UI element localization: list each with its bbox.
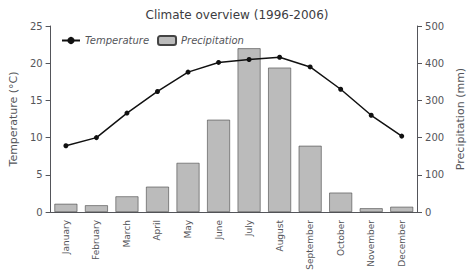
svg-text:March: March xyxy=(122,220,132,247)
svg-text:February: February xyxy=(91,219,101,260)
svg-text:20: 20 xyxy=(30,58,43,69)
svg-text:0: 0 xyxy=(36,207,42,218)
svg-text:400: 400 xyxy=(425,58,444,69)
svg-text:January: January xyxy=(61,219,71,255)
svg-text:200: 200 xyxy=(425,132,444,143)
svg-text:Temperature: Temperature xyxy=(85,35,149,46)
svg-text:15: 15 xyxy=(30,95,43,106)
svg-text:December: December xyxy=(397,220,407,267)
svg-text:0: 0 xyxy=(425,207,431,218)
svg-text:25: 25 xyxy=(30,21,43,32)
svg-text:5: 5 xyxy=(36,169,42,180)
svg-text:June: June xyxy=(214,220,224,241)
svg-text:July: July xyxy=(244,219,254,237)
svg-text:Precipitation (mm): Precipitation (mm) xyxy=(454,68,467,170)
svg-text:November: November xyxy=(366,220,376,267)
svg-text:500: 500 xyxy=(425,21,444,32)
svg-text:September: September xyxy=(305,220,315,270)
svg-text:April: April xyxy=(152,220,162,241)
svg-text:Temperature (°C): Temperature (°C) xyxy=(7,72,20,168)
svg-text:October: October xyxy=(336,220,346,256)
svg-text:10: 10 xyxy=(30,132,43,143)
svg-text:May: May xyxy=(183,219,193,238)
svg-text:300: 300 xyxy=(425,95,444,106)
svg-text:100: 100 xyxy=(425,169,444,180)
svg-text:Precipitation: Precipitation xyxy=(181,35,244,46)
svg-text:Climate overview (1996-2006): Climate overview (1996-2006) xyxy=(146,8,329,22)
svg-text:August: August xyxy=(275,220,285,252)
